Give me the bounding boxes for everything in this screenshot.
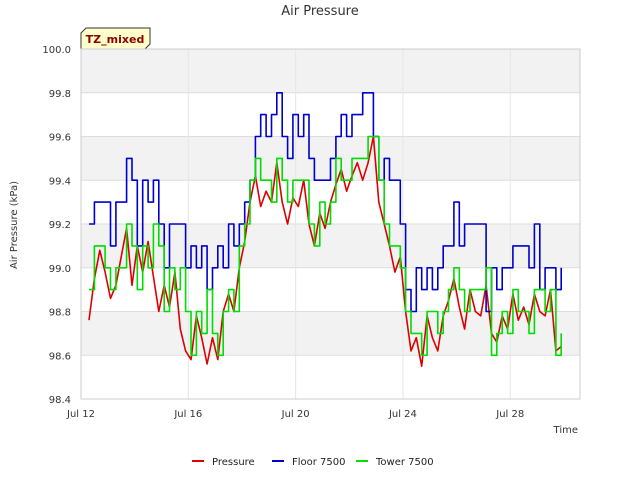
y-tick-label: 98.8 <box>49 308 71 319</box>
x-tick-label: Jul 12 <box>66 409 95 420</box>
y-tick-label: 99.6 <box>49 133 71 144</box>
y-tick-label: 100.0 <box>42 45 71 56</box>
series-line-floor-7500 <box>89 92 562 313</box>
y-axis-ticks: 98.4 98.6 98.8 99.0 99.2 99.4 99.6 99.8 100.0 <box>42 45 71 406</box>
plot-band <box>81 311 580 356</box>
chart-title: Air Pressure <box>281 4 359 19</box>
y-tick-label: 98.4 <box>49 395 71 406</box>
legend-item-pressure[interactable]: Pressure <box>192 457 255 468</box>
y-tick-label: 99.8 <box>49 89 71 100</box>
legend[interactable]: Pressure Floor 7500 Tower 7500 <box>192 457 434 468</box>
y-axis-label: Air Pressure (kPa) <box>9 181 20 269</box>
legend-item-floor-7500[interactable]: Floor 7500 <box>272 457 346 468</box>
legend-label: Pressure <box>212 457 255 468</box>
legend-item-tower-7500[interactable]: Tower 7500 <box>356 457 434 468</box>
series-line-pressure <box>88 135 562 367</box>
series-lines <box>88 92 562 367</box>
series-line-tower-7500 <box>89 135 562 357</box>
x-tick-label: Jul 16 <box>173 409 202 420</box>
x-axis-ticks: Jul 12 Jul 16 Jul 20 Jul 24 Jul 28 <box>66 409 524 420</box>
plot-border <box>80 48 581 400</box>
x-tick-label: Jul 20 <box>281 409 310 420</box>
y-tick-label: 99.4 <box>49 176 71 187</box>
timezone-badge: TZ_mixed <box>80 27 151 50</box>
plot-band <box>81 224 580 268</box>
timezone-badge-label: TZ_mixed <box>86 33 145 46</box>
legend-label: Tower 7500 <box>375 457 434 468</box>
plot-band <box>81 49 580 93</box>
y-tick-label: 98.6 <box>49 351 71 362</box>
legend-label: Floor 7500 <box>292 457 346 468</box>
y-tick-label: 99.0 <box>49 264 71 275</box>
x-axis-label: Time <box>553 425 578 436</box>
y-tick-label: 99.2 <box>49 220 71 231</box>
x-tick-label: Jul 24 <box>388 409 417 420</box>
x-tick-label: Jul 28 <box>495 409 524 420</box>
